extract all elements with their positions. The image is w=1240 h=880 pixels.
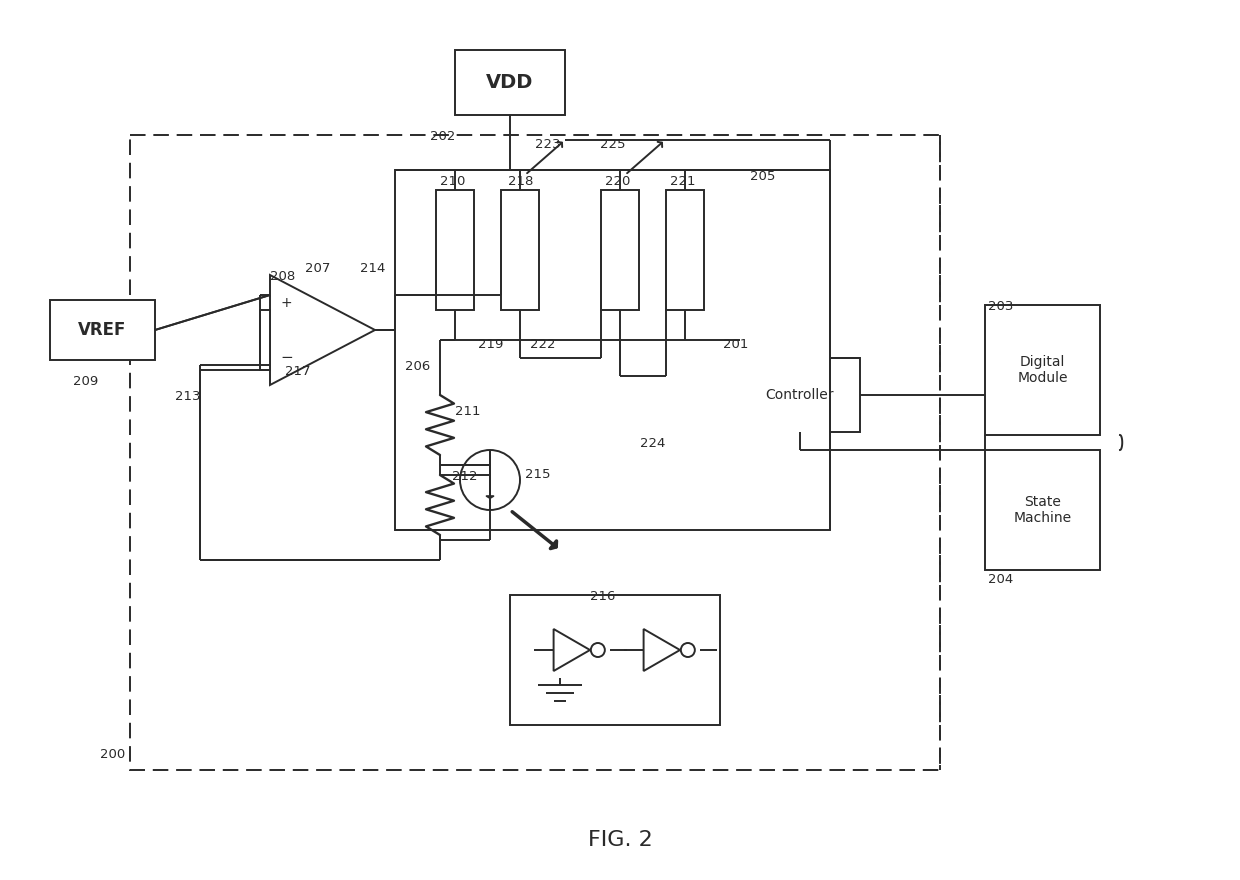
Text: 213: 213: [175, 390, 201, 403]
Bar: [666, 190, 704, 310]
Text: 221: 221: [670, 175, 696, 188]
Text: Digital
Module: Digital Module: [1017, 355, 1068, 385]
Circle shape: [460, 450, 520, 510]
Text: 204: 204: [988, 573, 1013, 586]
Text: 208: 208: [270, 270, 295, 283]
Text: 225: 225: [600, 138, 625, 151]
Bar: [50, 300, 155, 360]
Polygon shape: [644, 629, 680, 671]
Text: 220: 220: [605, 175, 630, 188]
Text: 201: 201: [723, 338, 749, 351]
Text: 219: 219: [477, 338, 503, 351]
Text: +: +: [280, 296, 291, 310]
Text: 222: 222: [529, 338, 556, 351]
Bar: [436, 190, 474, 310]
Circle shape: [590, 643, 605, 657]
Text: 209: 209: [73, 375, 98, 388]
Text: 216: 216: [590, 590, 615, 603]
Text: 224: 224: [640, 437, 666, 450]
Text: −: −: [280, 349, 293, 364]
Bar: [130, 135, 940, 770]
Text: 212: 212: [453, 470, 477, 483]
Polygon shape: [553, 629, 590, 671]
Text: 211: 211: [455, 405, 481, 418]
Circle shape: [681, 643, 694, 657]
Bar: [455, 50, 565, 115]
Text: FIG. 2: FIG. 2: [588, 830, 652, 850]
Text: 214: 214: [360, 262, 386, 275]
Bar: [396, 170, 830, 530]
Text: 203: 203: [988, 300, 1013, 313]
Text: 206: 206: [405, 360, 430, 373]
Bar: [510, 595, 720, 725]
Bar: [740, 358, 861, 432]
Polygon shape: [270, 275, 374, 385]
Text: VDD: VDD: [486, 73, 533, 92]
Text: Controller: Controller: [766, 388, 835, 402]
Text: 200: 200: [100, 748, 125, 761]
Text: 202: 202: [430, 130, 455, 143]
Text: VREF: VREF: [78, 321, 126, 339]
Text: State
Machine: State Machine: [1013, 495, 1071, 525]
Text: 218: 218: [508, 175, 533, 188]
Text: 223: 223: [534, 138, 560, 151]
Bar: [601, 190, 639, 310]
Bar: [501, 190, 539, 310]
Text: 217: 217: [285, 365, 310, 378]
Bar: [985, 450, 1100, 570]
Text: 205: 205: [750, 170, 775, 183]
Text: 207: 207: [305, 262, 330, 275]
Text: 215: 215: [525, 468, 551, 481]
Text: 210: 210: [440, 175, 465, 188]
Bar: [985, 305, 1100, 435]
Bar: [260, 310, 270, 370]
